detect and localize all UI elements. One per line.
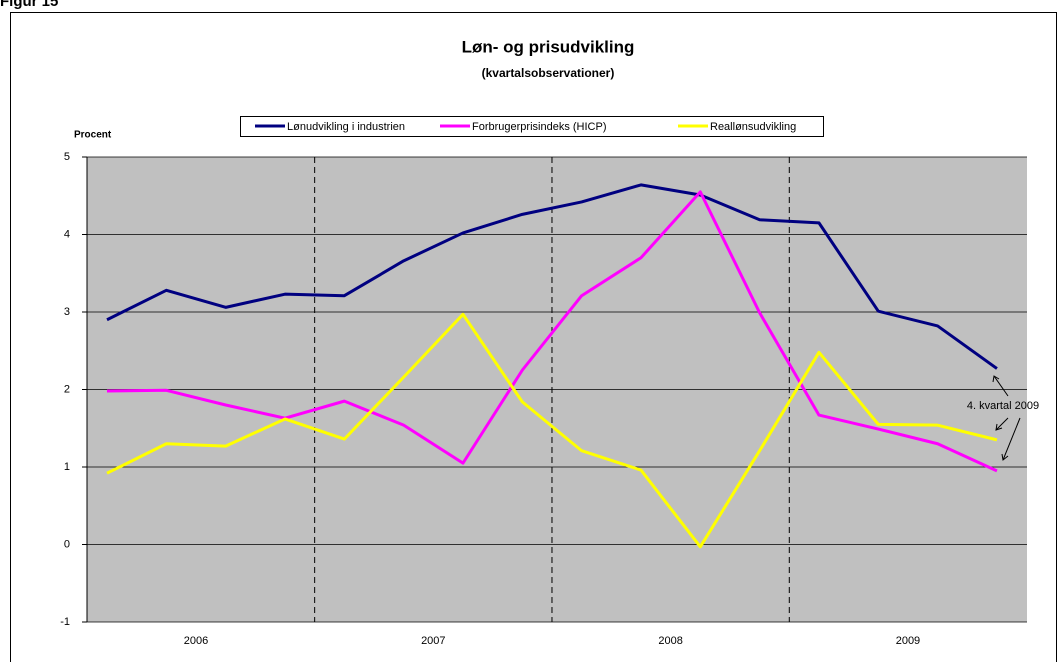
legend-label: Reallønsudvikling bbox=[710, 121, 796, 133]
figure-label: Figur 15 bbox=[0, 0, 58, 10]
legend-label: Lønudvikling i industrien bbox=[287, 121, 405, 133]
series-line bbox=[106, 190, 998, 473]
legend bbox=[240, 116, 824, 137]
y-tick-label: 3 bbox=[64, 306, 70, 318]
y-tick-label: 1 bbox=[64, 461, 70, 473]
series-line bbox=[106, 183, 998, 370]
series-line bbox=[106, 312, 998, 549]
x-group-label: 2006 bbox=[184, 635, 208, 647]
chart-subtitle: (kvartalsobservationer) bbox=[482, 66, 615, 80]
x-group-label: 2008 bbox=[658, 635, 682, 647]
annotation-arrows bbox=[992, 375, 1021, 461]
y-tick-label: 5 bbox=[64, 151, 70, 163]
x-group-label: 2007 bbox=[421, 635, 445, 647]
y-tick-label: 4 bbox=[64, 228, 70, 240]
legend-label: Forbrugerprisindeks (HICP) bbox=[472, 121, 606, 133]
x-group-label: 2009 bbox=[896, 635, 920, 647]
y-tick-label: 2 bbox=[64, 383, 70, 395]
chart-title: Løn- og prisudvikling bbox=[462, 37, 635, 56]
annotation: 4. kvartal 2009 bbox=[967, 400, 1039, 412]
y-tick-label: -1 bbox=[60, 616, 70, 628]
y-axis-label: Procent bbox=[74, 130, 112, 141]
y-tick-label: 0 bbox=[64, 538, 70, 550]
